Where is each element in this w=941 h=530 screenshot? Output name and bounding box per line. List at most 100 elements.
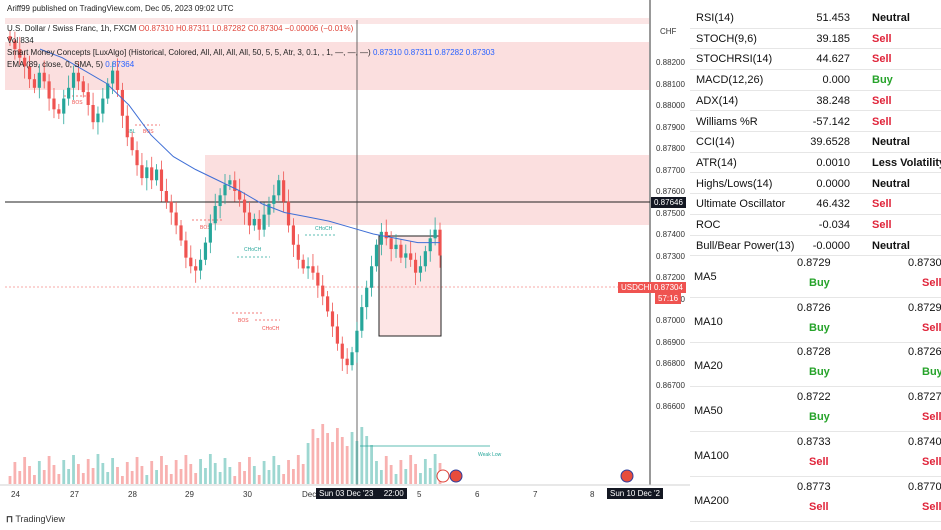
volume-bar [355,441,359,484]
volume-bar [140,466,144,484]
candles [8,30,442,374]
volume-bar [282,474,286,484]
time-tick: 8 [590,490,595,499]
volume-bar [350,432,354,484]
volume-bar [111,458,115,484]
ma-simple-value: 0.8726 [797,301,831,314]
indicator-signal: Neutral [872,239,910,252]
volume-bar [419,473,422,484]
indicator-name: ADX(14) [696,94,739,107]
indicator-row: ADX(14) 38.248 Sell [690,91,941,112]
candle-body [42,72,46,82]
price-chart[interactable]: Weak Low CHoCH CHoCH BOS BOS SBL BOS BOS… [0,0,690,530]
candle-body [115,70,120,90]
volume-bar [292,469,295,484]
price-tick: 0.86800 [656,359,685,368]
indicator-name: STOCHRSI(14) [696,53,773,66]
volume-bar [174,460,178,484]
candle-body [345,358,349,366]
candle-body [96,113,100,123]
candle-body [223,184,227,196]
candle-body [379,231,383,245]
price-tick: 0.86600 [656,402,685,411]
volume-bar [72,455,75,484]
time-tick: 28 [128,490,137,499]
symbol-name: U.S. Dollar / Swiss Franc, 1h, FXCM [7,24,137,33]
volume-bar [414,464,417,484]
price-tick: 0.87500 [656,208,685,218]
volume-bar [228,467,232,484]
smc-values: 0.87310 0.87311 0.87282 0.87303 [372,48,495,57]
us-flag-icon[interactable] [449,469,463,483]
price-tick: 0.86900 [656,337,685,347]
bos-label-4: BOS [238,318,249,324]
volume-bar [8,476,12,484]
bos-label-3: BOS [200,225,211,231]
volume-bar [204,468,207,484]
indicator-row: RSI(14) 51.453 Neutral [690,8,941,29]
indicator-signal: Sell [872,53,892,66]
volume-bar [331,442,334,484]
us-flag-icon-2[interactable] [620,469,634,483]
supply-zone-mid [205,155,649,225]
time-tick: 6 [475,490,480,499]
volume-bar [345,446,349,484]
volume-bar [96,454,100,484]
candle-body [194,266,198,271]
indicator-name: MACD(12,26) [696,74,764,87]
price-tick: 0.87400 [656,230,685,239]
indicator-row: CCI(14) 39.6528 Neutral [690,132,941,153]
supply-zone-top [5,18,649,24]
indicator-row: STOCHRSI(14) 44.627 Sell [690,49,941,70]
ma-exp-signal: Sell [922,321,941,334]
technical-indicators-panel: RSI(14) 51.453 Neutral STOCH(9,6) 39.185 Sell… [690,0,941,530]
candle-body [242,199,247,213]
volume-bar [62,460,66,484]
candle-body [174,212,178,226]
ma-exp-value: 0.8730 [908,257,941,269]
volume-bar [218,472,222,484]
indicator-signal: Less Volatility [872,156,941,169]
volume-bar [86,459,90,484]
indicator-value: 51.453 [816,12,850,24]
candle-body [394,244,398,250]
price-tick: 0.87600 [656,187,685,196]
ohlc-values: O0.87310 H0.87311 L0.87282 C0.87304 −0.0… [138,24,354,33]
volume-bar [306,443,310,484]
volume-bar [238,462,242,484]
symbol-line: U.S. Dollar / Swiss Franc, 1h, FXCM O0.8… [7,24,353,33]
moving-average-row: MA100 0.8733 Sell 0.8740 Sell [690,432,941,477]
candle-body [23,57,27,67]
chart-panel[interactable]: Weak Low CHoCH CHoCH BOS BOS SBL BOS BOS… [0,0,690,530]
candle-body [154,169,159,181]
price-tick: 0.87700 [656,165,685,175]
candle-body [218,195,222,207]
indicator-name: Ultimate Oscillator [696,198,786,211]
indicator-name: Bull/Bear Power(13) [696,239,795,252]
sbl-label: SBL [126,129,136,135]
candle-body [184,240,188,258]
candle-body [335,326,339,344]
event-flag-icon[interactable] [436,469,450,483]
candle-body [233,180,237,191]
ma-simple-signal: Buy [809,366,830,379]
volume-bar [184,455,188,484]
ma-simple-value: 0.8728 [797,346,831,359]
choch-label-3: CHoCH [262,326,280,332]
candle-body [433,229,437,239]
candle-body [409,253,413,260]
indicator-value: 0.0000 [816,177,850,190]
moving-average-row: MA200 0.8773 Sell 0.8770 Sell [690,477,941,522]
candle-body [101,98,105,114]
volume-bar [223,458,227,484]
volume-bar [233,476,237,484]
candle-body [404,253,408,258]
volume-bar [37,461,41,484]
tradingview-logo[interactable]: ⊓⁠ TradingView [6,514,65,525]
ma-name: MA100 [694,449,729,462]
volume-bar [375,461,378,484]
volume-bar [67,469,71,484]
time-tick: 7 [533,490,538,499]
time-tick: 30 [243,490,252,499]
volume-bar [52,465,56,484]
